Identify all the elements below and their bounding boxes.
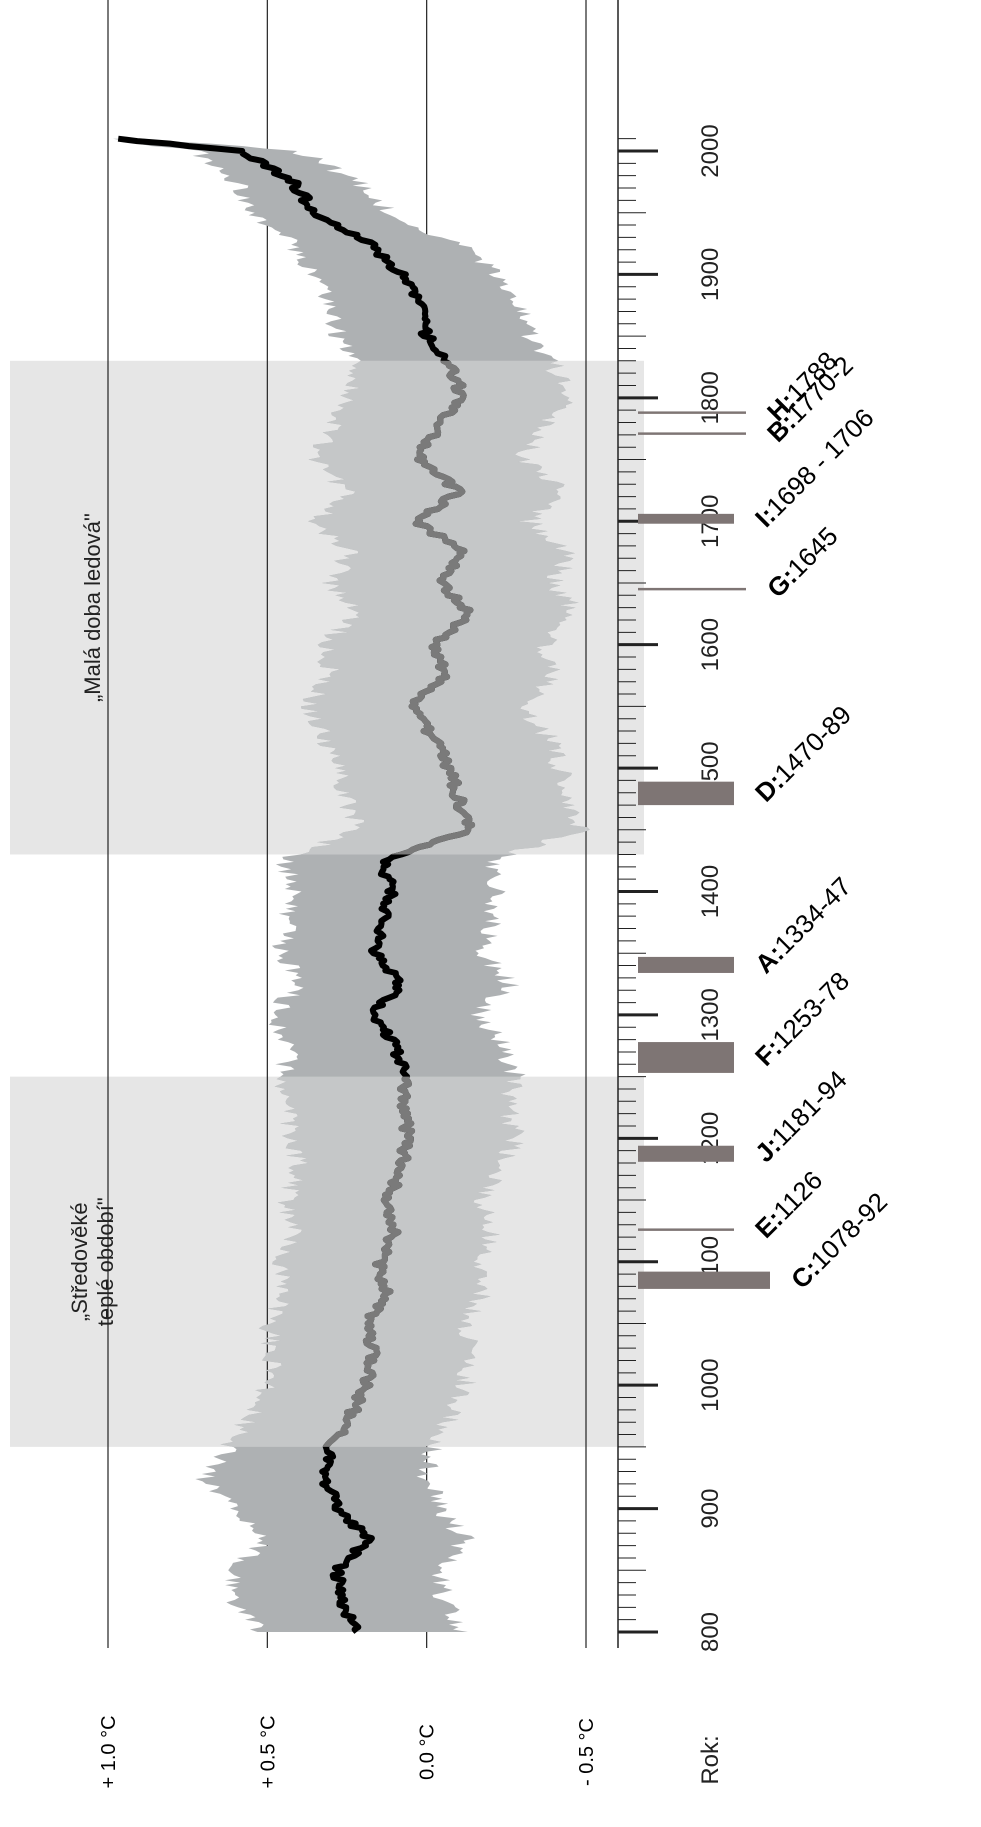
event-bar-9 bbox=[638, 1271, 770, 1289]
event-bar-0 bbox=[638, 411, 746, 414]
tick-label-1600: 1600 bbox=[697, 618, 724, 671]
year-axis: 8009001000110012001300140015001600170018… bbox=[617, 0, 724, 1785]
period-labels: „Středověké teplé období" „Malá doba ledov… bbox=[67, 513, 118, 1326]
event-bar-3 bbox=[638, 587, 746, 591]
event-bar-1 bbox=[638, 432, 746, 435]
temperature-label-3: - 0.5 °C bbox=[576, 1718, 598, 1786]
tick-label-900: 900 bbox=[697, 1489, 724, 1529]
x-axis-label: Rok: bbox=[697, 1735, 724, 1784]
temperature-label-2: 0.0 °C bbox=[417, 1724, 439, 1780]
event-label-3: G:1645 bbox=[761, 521, 844, 604]
temperature-labels: + 1.0 °C + 0.5 °C 0.0 °C - 0.5 °C bbox=[98, 1715, 598, 1788]
event-bar-6 bbox=[638, 1042, 734, 1073]
tick-label-800: 800 bbox=[697, 1612, 724, 1652]
event-bar-8 bbox=[638, 1228, 734, 1231]
event-range: 1334-47 bbox=[768, 871, 857, 960]
event-label-8: E:1126 bbox=[749, 1165, 828, 1244]
period-label-0-0: „Středověké bbox=[67, 1202, 92, 1321]
mean-lines bbox=[117, 135, 476, 1634]
temperature-label-0: + 1.0 °C bbox=[98, 1715, 120, 1788]
event-range: 1078-92 bbox=[804, 1186, 893, 1275]
event-range: 1253-78 bbox=[766, 966, 855, 1055]
event-label-4: D:1470-89 bbox=[749, 700, 857, 808]
event-bar-7 bbox=[638, 1145, 734, 1162]
event-label-6: F:1253-78 bbox=[749, 966, 855, 1072]
event-bar-4 bbox=[638, 781, 734, 806]
event-range: 1181-94 bbox=[765, 1064, 852, 1151]
tick-label-1000: 1000 bbox=[697, 1358, 724, 1411]
period-label-1-0: „Malá doba ledová" bbox=[80, 513, 105, 702]
event-label-5: A:1334-47 bbox=[749, 871, 857, 979]
event-label-7: J:1181-94 bbox=[749, 1064, 853, 1168]
temperature-label-1: + 0.5 °C bbox=[257, 1715, 279, 1788]
tick-label-1300: 1300 bbox=[697, 988, 724, 1041]
uncertainty-bands bbox=[113, 138, 590, 1633]
tick-label-1800: 1800 bbox=[697, 371, 724, 424]
event-range: 1470-89 bbox=[768, 700, 857, 789]
event-bar-5 bbox=[638, 956, 734, 973]
tick-label-1900: 1900 bbox=[697, 248, 724, 301]
tick-label-2000: 2000 bbox=[697, 124, 724, 177]
tick-label-1400: 1400 bbox=[697, 865, 724, 918]
period-label-0-1: teplé období" bbox=[93, 1197, 118, 1326]
event-bar-2 bbox=[638, 513, 734, 524]
